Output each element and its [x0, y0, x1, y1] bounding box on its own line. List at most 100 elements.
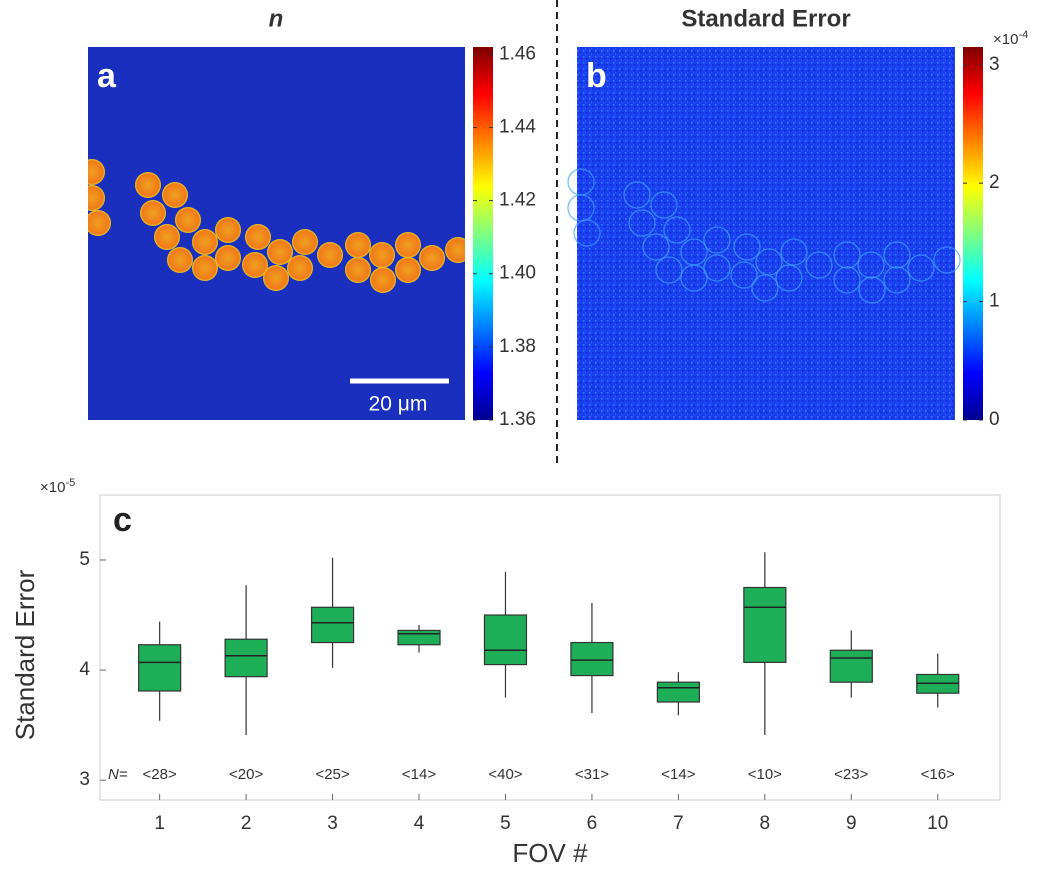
box	[570, 641, 614, 677]
bead	[242, 252, 268, 278]
panel-label: a	[97, 57, 117, 95]
scale-base: ×10	[993, 31, 1018, 48]
axis-scale: ×10-5	[40, 477, 75, 496]
scale-base: ×10	[40, 479, 65, 496]
y-tick-label: 4	[79, 659, 90, 680]
count-label: <31>	[575, 766, 609, 783]
count-label: <16>	[921, 766, 955, 783]
bead-ring	[730, 261, 758, 289]
bead	[370, 267, 396, 293]
x-tick-label: 10	[927, 813, 948, 834]
y-axis-label: Standard Error	[10, 569, 40, 740]
colorbar-tick-label: 1.42	[499, 190, 536, 211]
bead	[88, 185, 105, 211]
title: n	[269, 5, 284, 32]
x-tick-label: 8	[760, 813, 771, 834]
bead-ring	[751, 274, 779, 302]
box	[656, 681, 700, 703]
colorbar-tick-label: 0	[989, 409, 1000, 430]
bead-ring	[650, 191, 678, 219]
panel-label: c	[113, 501, 132, 539]
colorbar-tick-label: 1.36	[499, 409, 536, 430]
image-b	[577, 47, 955, 420]
bead-ring	[655, 256, 683, 284]
colorbar	[963, 47, 983, 420]
count-label: <28>	[143, 766, 177, 783]
bead-ring	[642, 233, 670, 261]
scale-bar-label: 20 μm	[369, 393, 428, 416]
scale-exp: -4	[1018, 29, 1028, 41]
count-label: <20>	[229, 766, 263, 783]
bead-ring	[857, 251, 885, 279]
bead-ring	[833, 241, 861, 269]
count-prefix: N=	[108, 766, 128, 783]
bead	[267, 239, 293, 265]
x-tick-label: 2	[241, 813, 252, 834]
bead-ring	[883, 241, 911, 269]
bead-ring	[833, 266, 861, 294]
y-tick-label: 3	[79, 769, 90, 790]
bead	[245, 224, 271, 250]
box	[829, 649, 873, 683]
bead-ring	[805, 251, 833, 279]
box	[397, 629, 441, 646]
colorbar-tick-label: 1	[989, 291, 1000, 312]
colorbar-tick-label: 3	[989, 54, 1000, 75]
box	[310, 606, 355, 644]
x-tick-label: 5	[500, 813, 511, 834]
bead	[162, 182, 188, 208]
bead-ring	[680, 264, 708, 292]
bead	[419, 245, 445, 271]
box	[743, 586, 787, 663]
bead-ring	[703, 226, 731, 254]
colorbar-tick-label: 1.38	[499, 336, 536, 357]
y-tick-label: 5	[79, 549, 90, 570]
colorbar-tick-label: 2	[989, 172, 1000, 193]
bead-ring	[703, 254, 731, 282]
bead	[292, 229, 318, 255]
bead-ring	[663, 216, 691, 244]
colorbar	[473, 47, 493, 420]
bead	[395, 257, 421, 283]
x-tick-label: 1	[154, 813, 165, 834]
count-label: <10>	[748, 766, 782, 783]
count-label: <23>	[834, 766, 868, 783]
scale-exp: -5	[65, 477, 75, 489]
bead	[140, 200, 166, 226]
bead-ring	[883, 266, 911, 294]
x-tick-label: 9	[846, 813, 857, 834]
bead-ring	[573, 219, 601, 247]
bead	[167, 247, 193, 273]
bead	[317, 242, 343, 268]
colorbar-scale: ×10-4	[993, 29, 1028, 48]
count-label: <25>	[315, 766, 349, 783]
bead	[345, 257, 371, 283]
bead	[345, 232, 371, 258]
bead	[287, 255, 313, 281]
beads	[88, 159, 465, 293]
colorbar-tick-label: 1.46	[499, 43, 536, 64]
bead-ring	[733, 233, 761, 261]
x-tick-label: 3	[327, 813, 338, 834]
bead	[445, 237, 465, 263]
bead-ring	[933, 246, 961, 274]
bead-rings	[567, 168, 961, 304]
bead	[369, 242, 395, 268]
bead-ring	[623, 181, 651, 209]
box	[224, 638, 268, 678]
bead	[135, 172, 161, 198]
bead-ring	[858, 276, 886, 304]
bead	[88, 159, 105, 185]
bead	[215, 217, 241, 243]
box	[138, 644, 182, 692]
box	[483, 614, 528, 666]
bead-ring	[780, 238, 808, 266]
bead	[192, 255, 218, 281]
bead	[263, 265, 289, 291]
bead-ring	[907, 254, 935, 282]
bead	[175, 207, 201, 233]
panel-label: b	[586, 57, 607, 95]
bead	[88, 210, 111, 236]
colorbar-tick-label: 1.44	[499, 116, 536, 137]
